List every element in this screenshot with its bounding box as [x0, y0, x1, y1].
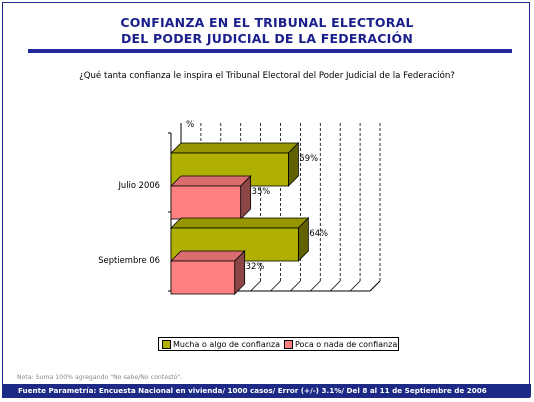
gridline-floor [250, 280, 261, 292]
legend-label-mucha: Mucha o algo de confianza [173, 340, 280, 349]
bar [170, 260, 236, 295]
data-label: 32% [246, 261, 265, 271]
chart-title-line1: CONFIANZA EN EL TRIBUNAL ELECTORAL [120, 15, 414, 30]
bar-top [170, 175, 252, 187]
data-label: 35% [252, 186, 271, 196]
gridline-floor [270, 280, 281, 292]
x-axis-end [369, 280, 381, 292]
note-text: Nota: Suma 100% agregando "No sabe/No co… [17, 374, 183, 381]
title-rule [28, 49, 512, 53]
bar-top [170, 217, 310, 229]
gridline-floor [329, 280, 341, 292]
gridline-floor [290, 280, 301, 292]
survey-question: ¿Qué tanta confianza le inspira el Tribu… [79, 71, 455, 81]
legend-item-mucha: Mucha o algo de confianza [162, 340, 280, 349]
legend-item-poca: Poca o nada de confianza [284, 340, 397, 349]
category-label: Septiembre 06 [98, 255, 160, 265]
chart-frame [2, 2, 530, 398]
data-label: 64% [309, 228, 328, 238]
source-footer: Fuente Parametría: Encuesta Nacional en … [3, 384, 531, 397]
category-label: Julio 2006 [117, 180, 160, 190]
bar-top [170, 250, 246, 262]
gridline-floor [310, 280, 321, 292]
legend-swatch-poca [284, 340, 293, 349]
data-label: 59% [299, 153, 318, 163]
bar [170, 185, 242, 220]
chart-title-line2: DEL PODER JUDICIAL DE LA FEDERACIÓN [120, 31, 414, 46]
bar-top [170, 142, 300, 154]
legend-label-poca: Poca o nada de confianza [295, 340, 398, 349]
unit-label: % [186, 120, 195, 130]
gridline-floor [349, 280, 361, 292]
legend: Mucha o algo de confianza Poca o nada de… [158, 337, 399, 351]
legend-swatch-mucha [162, 340, 171, 349]
